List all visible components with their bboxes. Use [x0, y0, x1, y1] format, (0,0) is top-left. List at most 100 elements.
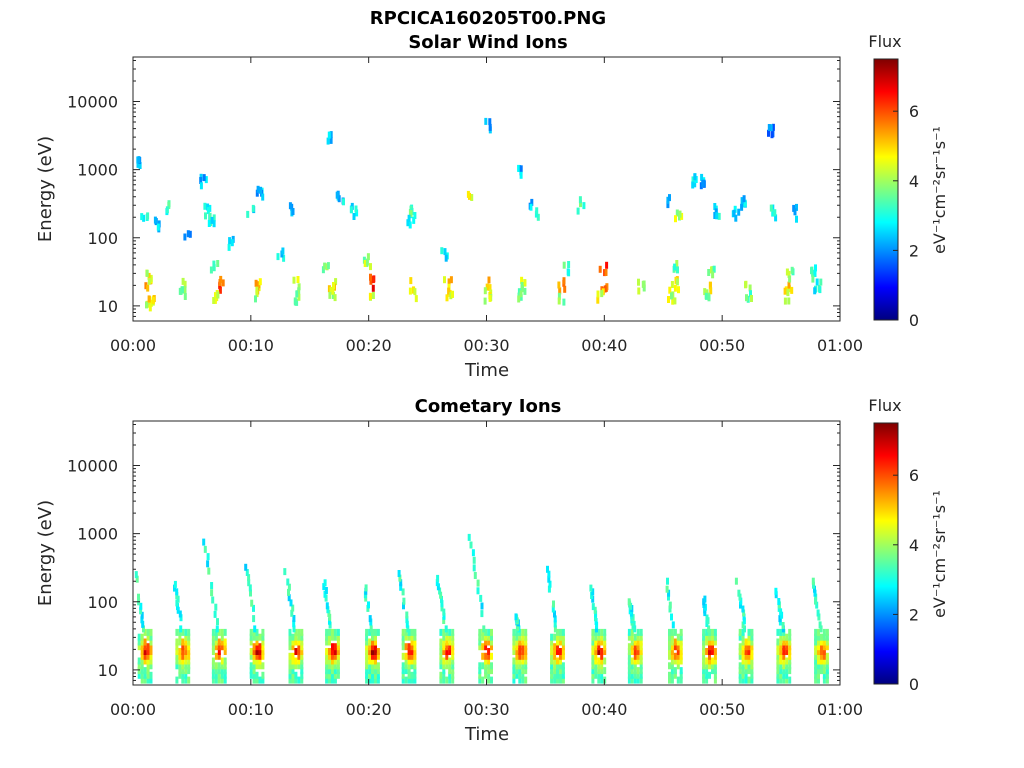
heatmap-cell [670, 648, 674, 655]
heatmap-cell [261, 662, 265, 670]
heatmap-cell [156, 223, 160, 231]
heatmap-cell [187, 652, 191, 660]
heatmap-cell [484, 628, 488, 636]
heatmap-cell [134, 571, 138, 579]
heatmap-cell [636, 667, 640, 675]
heatmap-cell [591, 638, 595, 646]
heatmap-cell [143, 643, 147, 651]
heatmap-cell [782, 643, 786, 651]
heatmap-cell [439, 591, 443, 599]
heatmap-cell [181, 277, 185, 285]
heatmap-cell [679, 648, 683, 655]
heatmap-cell [708, 671, 711, 679]
colorbar-tick-label: 0 [909, 675, 919, 694]
heatmap-cell [414, 295, 418, 303]
heatmap-cell [515, 648, 519, 655]
heatmap-cell [600, 667, 604, 675]
heatmap-cell [779, 638, 783, 646]
heatmap-cell [603, 657, 607, 665]
heatmap-cell [145, 269, 149, 277]
heatmap-cell [776, 657, 780, 665]
heatmap-cell [597, 643, 601, 651]
heatmap-cell [524, 676, 528, 684]
heatmap-cell [249, 638, 253, 646]
heatmap-cell [184, 671, 188, 679]
heatmap-cell [490, 628, 493, 636]
heatmap-cell [597, 671, 601, 679]
heatmap-cell [603, 628, 607, 636]
heatmap-cell [666, 196, 670, 204]
heatmap-cell [825, 671, 829, 679]
x-tick-label: 00:20 [346, 336, 392, 355]
heatmap-cell [822, 648, 826, 655]
heatmap-cell [817, 676, 820, 684]
heatmap-cell [673, 657, 677, 665]
heatmap-cell [228, 237, 232, 245]
heatmap-cell [593, 606, 597, 614]
heatmap-cell [788, 648, 792, 655]
heatmap-cell [146, 667, 150, 675]
heatmap-cell [742, 609, 746, 617]
heatmap-cell [820, 667, 823, 675]
heatmap-cell [673, 671, 677, 679]
heatmap-cell [401, 633, 405, 641]
heatmap-cell [782, 662, 786, 670]
heatmap-cell [668, 676, 671, 684]
heatmap-cell [484, 117, 488, 125]
colorbar-gradient [873, 58, 899, 321]
heatmap-cell [822, 657, 826, 665]
heatmap-cell [561, 628, 565, 636]
heatmap-cell [448, 662, 452, 670]
heatmap-cell [181, 638, 185, 646]
heatmap-cell [439, 671, 443, 679]
heatmap-cell [667, 296, 670, 303]
heatmap-cell [556, 648, 559, 655]
heatmap-cell [788, 662, 792, 670]
heatmap-cell [214, 671, 218, 679]
heatmap-cell [518, 667, 522, 675]
heatmap-cell [551, 605, 555, 613]
heatmap-cell [217, 676, 221, 684]
heatmap-cell [822, 643, 826, 651]
heatmap-cell [368, 667, 372, 675]
heatmap-cell [256, 185, 260, 193]
heatmap-cell [774, 587, 778, 595]
heatmap-cell [366, 253, 370, 261]
heatmap-cell [524, 667, 528, 675]
heatmap-cell [550, 657, 554, 665]
heatmap-cell [218, 286, 222, 294]
heatmap-cell [559, 638, 562, 646]
heatmap-cell [214, 638, 218, 646]
heatmap-cell [819, 625, 823, 633]
heatmap-cell [214, 603, 218, 611]
heatmap-cell [715, 212, 719, 220]
heatmap-cell [670, 281, 674, 288]
heatmap-cell [442, 608, 446, 616]
heatmap-cell [705, 671, 709, 679]
heatmap-cell [811, 275, 815, 283]
heatmap-cell [822, 628, 826, 636]
heatmap-cell [552, 600, 555, 608]
heatmap-cell [785, 633, 789, 641]
heatmap-cell [410, 638, 414, 646]
heatmap-cell [261, 628, 265, 636]
heatmap-cell [711, 657, 714, 665]
heatmap-cell [521, 638, 525, 646]
heatmap-cell [483, 297, 487, 305]
heatmap-cell [776, 628, 780, 636]
heatmap-cell [451, 662, 455, 670]
heatmap-cell [814, 671, 818, 679]
heatmap-cell [713, 628, 717, 636]
heatmap-cell [401, 676, 405, 684]
heatmap-cell [630, 638, 634, 646]
heatmap-cell [595, 621, 599, 629]
heatmap-cell [149, 643, 153, 651]
heatmap-cell [249, 667, 253, 675]
heatmap-cell [211, 676, 215, 684]
heatmap-cell [524, 643, 528, 651]
heatmap-cell [149, 676, 153, 684]
heatmap-cell [776, 676, 780, 684]
heatmap-cell [817, 662, 820, 670]
heatmap-cell [255, 671, 259, 679]
